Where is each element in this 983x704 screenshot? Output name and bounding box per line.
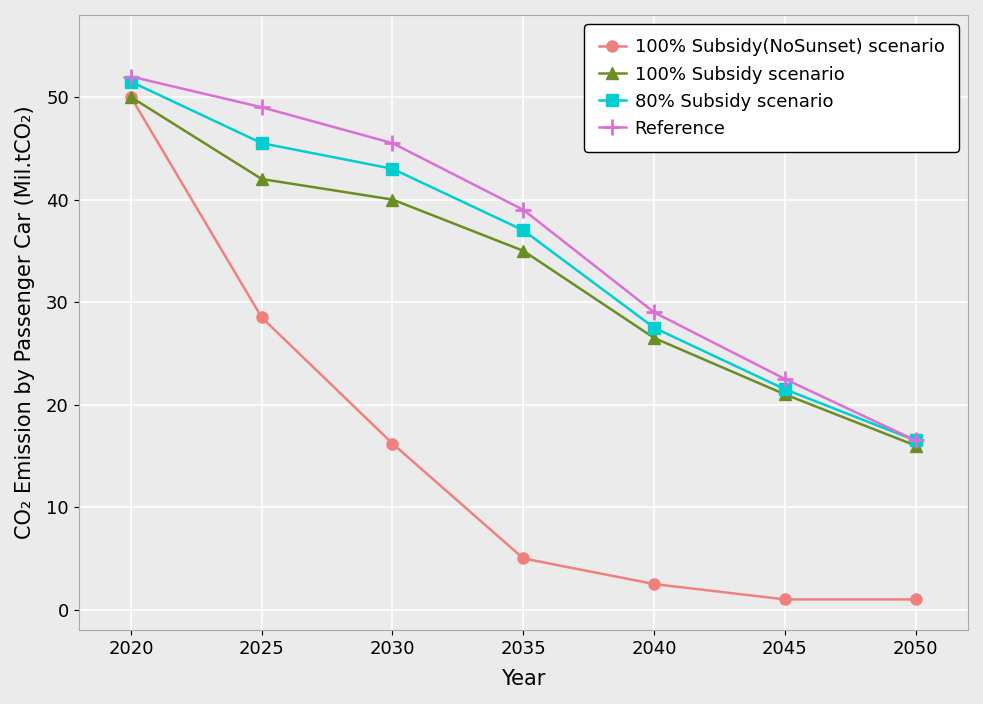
- 100% Subsidy scenario: [386, 195, 398, 203]
- 100% Subsidy(NoSunset) scenario: [386, 439, 398, 448]
- 100% Subsidy(NoSunset) scenario: [779, 595, 790, 603]
- Reference: [125, 73, 137, 81]
- Line: 80% Subsidy scenario: 80% Subsidy scenario: [126, 76, 921, 446]
- 100% Subsidy(NoSunset) scenario: [125, 93, 137, 101]
- 100% Subsidy scenario: [910, 441, 922, 450]
- Reference: [779, 375, 790, 383]
- Line: 100% Subsidy(NoSunset) scenario: 100% Subsidy(NoSunset) scenario: [126, 92, 921, 605]
- 80% Subsidy scenario: [779, 385, 790, 394]
- 100% Subsidy(NoSunset) scenario: [256, 313, 267, 322]
- 80% Subsidy scenario: [256, 139, 267, 147]
- 100% Subsidy scenario: [648, 334, 660, 342]
- Reference: [386, 139, 398, 147]
- 100% Subsidy(NoSunset) scenario: [517, 554, 529, 562]
- Line: Reference: Reference: [123, 68, 924, 449]
- 80% Subsidy scenario: [386, 165, 398, 173]
- Reference: [910, 436, 922, 445]
- Reference: [256, 103, 267, 111]
- 80% Subsidy scenario: [517, 226, 529, 234]
- 100% Subsidy(NoSunset) scenario: [910, 595, 922, 603]
- 100% Subsidy scenario: [125, 93, 137, 101]
- 100% Subsidy scenario: [779, 390, 790, 398]
- 80% Subsidy scenario: [125, 77, 137, 86]
- 100% Subsidy scenario: [517, 246, 529, 255]
- 100% Subsidy(NoSunset) scenario: [648, 580, 660, 589]
- 80% Subsidy scenario: [910, 436, 922, 445]
- Reference: [517, 206, 529, 214]
- Legend: 100% Subsidy(NoSunset) scenario, 100% Subsidy scenario, 80% Subsidy scenario, Re: 100% Subsidy(NoSunset) scenario, 100% Su…: [584, 24, 959, 152]
- 100% Subsidy scenario: [256, 175, 267, 183]
- 80% Subsidy scenario: [648, 323, 660, 332]
- X-axis label: Year: Year: [501, 669, 546, 689]
- Reference: [648, 308, 660, 317]
- Line: 100% Subsidy scenario: 100% Subsidy scenario: [125, 91, 922, 452]
- Y-axis label: CO₂ Emission by Passenger Car (Mil.tCO₂): CO₂ Emission by Passenger Car (Mil.tCO₂): [15, 106, 35, 539]
